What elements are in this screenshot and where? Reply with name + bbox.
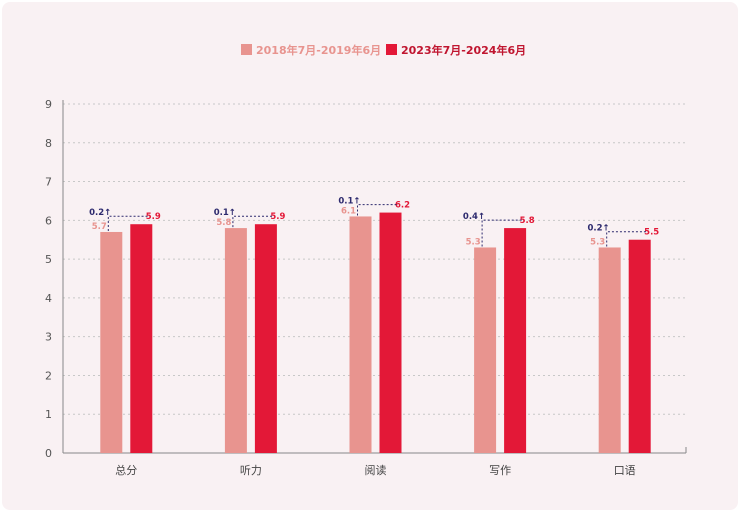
diff-label-1: 0.1↑	[214, 208, 236, 218]
data-label-series-1-4: 5.3	[590, 237, 605, 247]
chart-card: 0 1 2 3 4 5 6 7 8 9 2018年7月-2019年6月 2023年7月-2024年6月…	[2, 2, 738, 510]
x-tick-label-1: 听力	[240, 464, 262, 477]
data-label-series-2-0: 5.9	[146, 212, 161, 222]
y-tick-label-5: 5	[45, 253, 52, 266]
data-label-series-2-2: 6.2	[395, 201, 410, 211]
diff-connector-2	[357, 204, 398, 216]
bar-series-1-3	[474, 247, 497, 453]
diff-connector-4	[606, 231, 647, 247]
bar-series-2-1	[254, 224, 277, 453]
bar-series-2-3	[504, 228, 527, 453]
diff-label-2: 0.1↑	[338, 197, 360, 207]
legend-swatch-series-2	[386, 44, 397, 55]
bar-series-2-0	[130, 224, 153, 453]
y-tick-label-6: 6	[45, 214, 52, 227]
data-label-series-1-3: 5.3	[466, 237, 481, 247]
y-tick-label-7: 7	[45, 176, 52, 189]
data-label-series-2-1: 5.9	[270, 212, 285, 222]
diff-connector-0	[107, 215, 149, 231]
diff-label-0: 0.2↑	[89, 208, 111, 218]
data-label-series-1-0: 5.7	[92, 222, 107, 232]
bar-series-1-4	[598, 247, 621, 453]
diff-connector-1	[232, 215, 273, 228]
data-label-series-1-2: 6.1	[341, 206, 356, 216]
x-tick-label-0: 总分	[115, 463, 137, 477]
y-tick-label-1: 1	[45, 408, 52, 421]
data-label-series-1-1: 5.8	[216, 218, 231, 228]
y-tick-label-2: 2	[45, 369, 52, 382]
y-tick-label-3: 3	[45, 331, 52, 344]
legend-label-series-2: 2023年7月-2024年6月	[401, 43, 526, 57]
x-tick-label-4: 口语	[614, 464, 636, 477]
bar-series-2-2	[379, 212, 402, 453]
diff-label-4: 0.2↑	[588, 224, 610, 234]
diff-connector-3	[481, 219, 523, 247]
bar-series-2-4	[628, 239, 651, 453]
data-label-series-2-4: 5.5	[644, 228, 659, 238]
bar-series-1-1	[224, 228, 247, 453]
legend-swatch-series-1	[241, 44, 252, 55]
bar-series-1-2	[349, 216, 372, 453]
legend-label-series-1: 2018年7月-2019年6月	[256, 43, 381, 57]
y-tick-label-4: 4	[45, 292, 52, 305]
y-tick-label-0: 0	[45, 447, 52, 460]
y-tick-label-9: 9	[45, 98, 52, 111]
diff-label-3: 0.4↑	[463, 212, 485, 222]
x-tick-label-2: 阅读	[365, 463, 387, 477]
x-tick-label-3: 写作	[489, 464, 511, 477]
y-tick-label-8: 8	[45, 137, 52, 150]
data-label-series-2-3: 5.8	[520, 216, 535, 226]
bar-series-1-0	[100, 231, 123, 453]
